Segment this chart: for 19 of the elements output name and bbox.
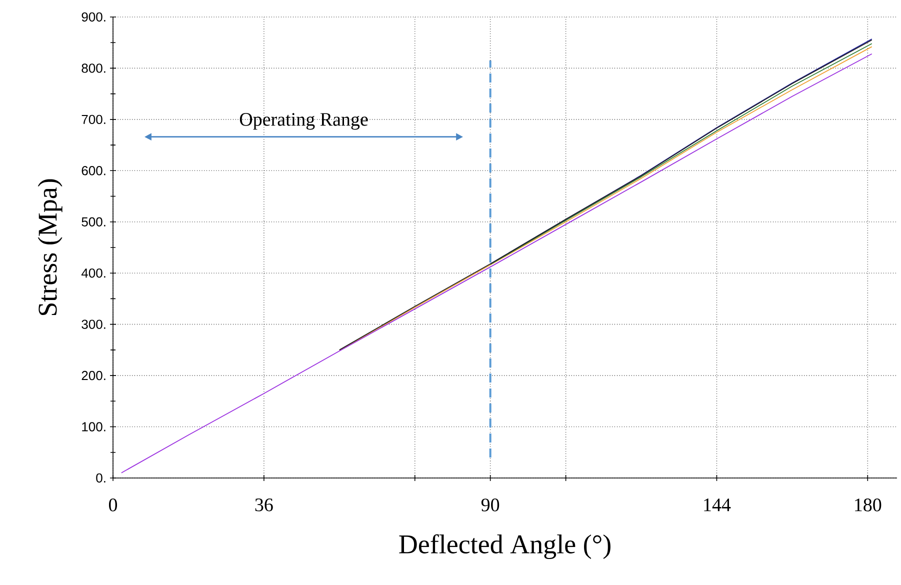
- x-tick-label: 36: [255, 498, 273, 512]
- line-series: [120, 53, 872, 474]
- y-tick-label: 700.: [82, 114, 106, 124]
- y-tick-label: 300.: [82, 320, 106, 329]
- y-tick-label: 0.: [96, 473, 106, 483]
- x-axis-title: Deflected Angle (°): [399, 534, 610, 560]
- x-tick-label: 0: [108, 498, 118, 512]
- x-tick-label: 144: [704, 498, 731, 512]
- y-tick-label: 100.: [82, 422, 106, 432]
- y-tick-label: 800.: [82, 64, 106, 73]
- y-axis-title: Stress (Mpa): [38, 179, 62, 316]
- annotation: Operating Range: [240, 113, 368, 130]
- x-tick-label: 90: [481, 498, 500, 512]
- y-tick-label: 200.: [82, 370, 106, 380]
- y-tick-label: 600.: [82, 166, 106, 176]
- y-tick-label: 500.: [82, 217, 106, 226]
- x-tick-label: 180: [855, 498, 882, 512]
- y-tick-label: 400.: [81, 268, 106, 278]
- y-tick-label: 900.: [82, 12, 106, 22]
